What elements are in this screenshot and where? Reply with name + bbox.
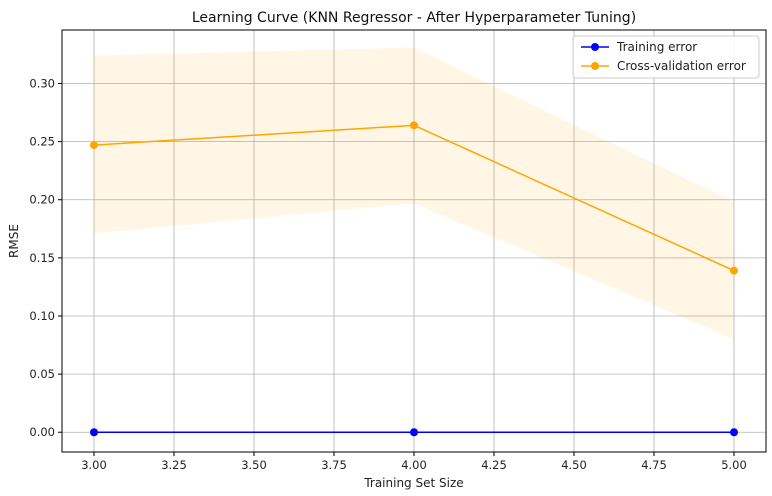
legend: Training error Cross-validation error <box>572 35 760 79</box>
chart-title: Learning Curve (KNN Regressor - After Hy… <box>192 10 636 26</box>
x-axis-label: Training Set Size <box>363 476 463 490</box>
y-tick-label: 0.20 <box>29 193 55 207</box>
training-error-point <box>730 428 738 437</box>
y-tick-label: 0.10 <box>29 309 55 323</box>
x-tick-label: 3.75 <box>321 458 347 472</box>
training-error-point <box>90 428 98 437</box>
x-axis-ticks: 3.00 3.25 3.50 3.75 4.00 4.25 4.50 4.75 5.00 <box>81 452 747 472</box>
error-bands <box>94 47 734 340</box>
cross-validation-error-point <box>90 141 98 150</box>
cross-validation-error-point <box>730 266 738 275</box>
legend-training-error-marker <box>591 43 599 51</box>
x-tick-label: 3.50 <box>241 458 267 472</box>
x-tick-label: 3.00 <box>81 458 107 472</box>
x-tick-label: 5.00 <box>721 458 747 472</box>
series-points <box>90 121 738 437</box>
x-tick-label: 3.25 <box>161 458 187 472</box>
legend-training-error-label: Training error <box>616 40 697 54</box>
y-tick-label: 0.15 <box>29 251 55 265</box>
y-axis-ticks: 0.00 0.05 0.10 0.15 0.20 0.25 0.30 <box>29 76 62 439</box>
cross-validation-error-point <box>410 121 418 130</box>
x-tick-label: 4.25 <box>481 458 507 472</box>
training-error-point <box>410 428 418 437</box>
legend-box <box>572 35 760 79</box>
cross-validation-error-band <box>94 47 734 340</box>
y-tick-label: 0.30 <box>29 76 55 90</box>
x-tick-label: 4.75 <box>641 458 667 472</box>
y-tick-label: 0.25 <box>29 135 55 149</box>
legend-cross-validation-error-marker <box>591 62 599 70</box>
x-tick-label: 4.50 <box>561 458 587 472</box>
y-axis-label: RMSE <box>7 224 21 258</box>
y-tick-label: 0.05 <box>29 367 55 381</box>
y-tick-label: 0.00 <box>29 425 55 439</box>
legend-cross-validation-error-label: Cross-validation error <box>617 59 746 73</box>
x-tick-label: 4.00 <box>401 458 427 472</box>
